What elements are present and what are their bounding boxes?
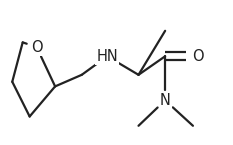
Text: HN: HN (96, 49, 118, 64)
Text: N: N (160, 93, 171, 108)
Text: O: O (31, 40, 42, 55)
Text: O: O (192, 49, 203, 64)
